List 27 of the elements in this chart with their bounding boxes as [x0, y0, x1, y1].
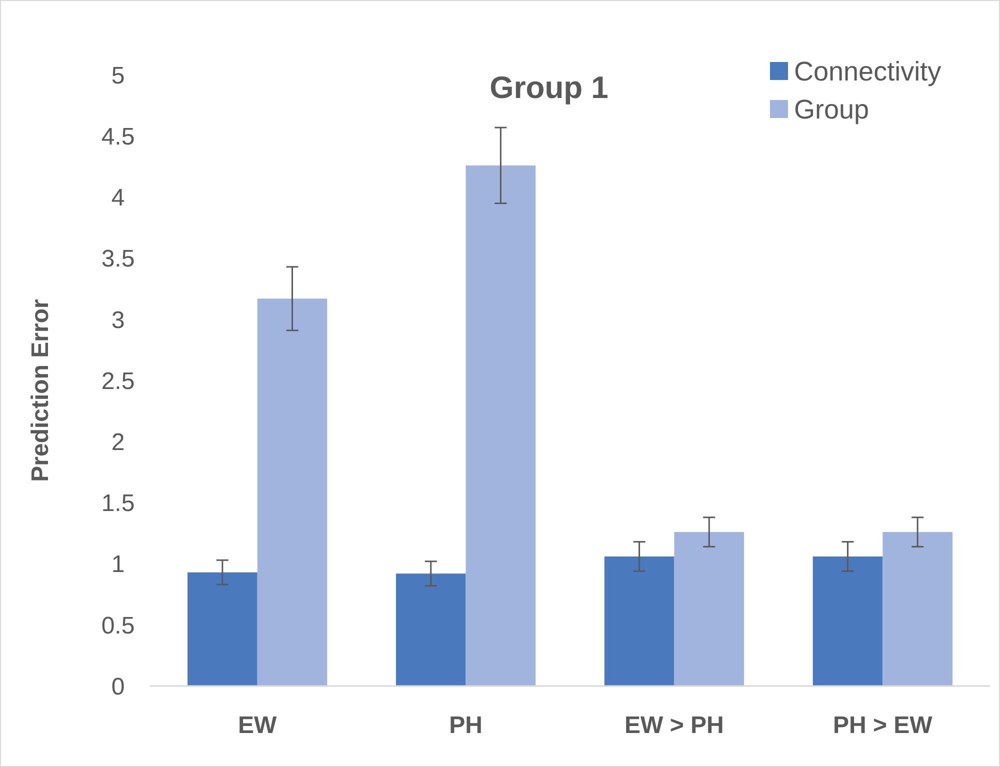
bar: [257, 298, 328, 686]
bar: [812, 556, 883, 686]
bar: [466, 165, 536, 686]
chart-title: Group 1: [490, 70, 608, 105]
bar: [604, 556, 674, 686]
y-tick-label: 0.5: [101, 612, 135, 640]
bar: [674, 532, 744, 686]
legend-label: Connectivity: [794, 56, 942, 86]
y-tick-label: 3: [111, 306, 125, 334]
y-tick-label: 0: [111, 673, 125, 700]
y-tick-label: 5: [111, 62, 125, 90]
bar: [882, 532, 952, 686]
y-tick-label: 2.5: [101, 368, 135, 395]
y-tick-label: 4: [111, 184, 125, 212]
bar: [396, 574, 466, 686]
y-tick-label: 1: [111, 551, 125, 578]
x-tick-label: EW > PH: [624, 712, 724, 739]
y-tick-label: 2: [111, 429, 125, 456]
y-tick-label: 3.5: [101, 246, 135, 273]
y-axis-title: Prediction Error: [27, 299, 54, 482]
bar: [188, 572, 258, 686]
x-tick-label: PH: [449, 712, 482, 739]
y-tick-label: 1.5: [101, 490, 135, 518]
y-tick-label: 4.5: [101, 124, 135, 150]
legend-label: Group: [794, 94, 870, 124]
x-tick-label: EW: [238, 712, 278, 739]
x-tick-label: PH > EW: [832, 712, 933, 739]
